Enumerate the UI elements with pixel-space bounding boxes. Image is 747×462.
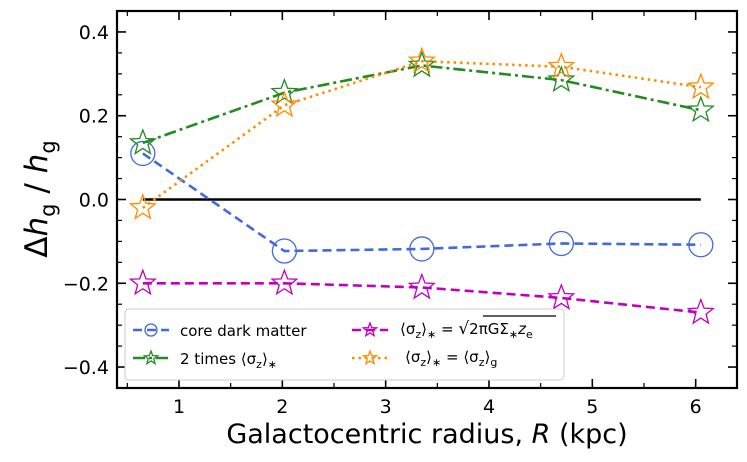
data-point-star — [270, 77, 299, 105]
series-line — [142, 152, 701, 253]
series-line — [142, 59, 702, 209]
data-point-star — [270, 268, 299, 296]
x-tick-label: 2 — [276, 396, 288, 418]
data-point-star — [128, 268, 157, 296]
data-point-star — [686, 72, 715, 100]
legend-label-sigma-gas: ⟨σz⟩∗ = ⟨σz⟩g — [405, 348, 497, 369]
data-point-star — [128, 193, 157, 220]
series-line — [142, 64, 702, 145]
data-point-circle — [130, 140, 156, 167]
data-point-star — [547, 65, 576, 93]
series-core-dark-matter — [130, 140, 714, 264]
plot-frame — [115, 9, 739, 390]
x-tick-label: 6 — [690, 396, 702, 418]
data-point-star — [270, 90, 299, 118]
data-point-star — [547, 51, 576, 79]
series-z-z-g — [128, 46, 715, 220]
data-point-star — [686, 95, 715, 123]
y-tick-label: 0.4 — [79, 22, 109, 44]
data-point-star — [407, 46, 436, 74]
legend-label-2-times: 2 times ⟨σz⟩∗ — [180, 350, 277, 371]
series-2-times-z — [128, 50, 715, 155]
legend-label-core-dark-matter: core dark matter — [180, 322, 307, 340]
data-point-star — [686, 297, 715, 325]
x-tick-label: 1 — [173, 396, 185, 418]
series-z-2-g-ze — [128, 268, 715, 325]
legend-sample-marker — [142, 349, 160, 366]
y-tick-label: −0.2 — [63, 273, 109, 295]
x-tick-label: 3 — [380, 396, 392, 418]
data-point-star — [547, 283, 576, 310]
data-point-circle — [409, 236, 435, 262]
x-tick-label: 4 — [483, 396, 495, 418]
legend-sample-z-z-g — [352, 349, 388, 366]
legend-sample-marker — [361, 321, 379, 338]
y-tick-label: 0.0 — [79, 190, 109, 212]
data-point-circle — [271, 238, 298, 264]
legend-box — [124, 308, 565, 381]
x-axis-label: Galactocentric radius, R (kpc) — [226, 419, 627, 450]
data-point-star — [407, 50, 436, 78]
legend-sample-marker — [361, 349, 379, 366]
y-axis-label: Δhg / hg — [19, 140, 60, 257]
series-line — [142, 281, 701, 314]
legend: core dark matter 2 times ⟨σz⟩∗ ⟨σz⟩∗ = √… — [124, 308, 565, 381]
data-point-circle — [688, 232, 714, 258]
legend-sample-core-dark-matter — [133, 323, 169, 337]
legend-sample-z-2-g-ze — [352, 321, 388, 338]
data-point-star — [407, 272, 436, 300]
y-tick-label: 0.2 — [79, 106, 109, 128]
legend-sample-2-times-z — [133, 349, 169, 366]
data-point-circle — [548, 230, 574, 257]
legend-sample-marker — [144, 323, 158, 337]
x-tick-label: 5 — [586, 396, 598, 418]
y-tick-label: −0.4 — [63, 357, 109, 379]
data-point-star — [128, 128, 157, 155]
